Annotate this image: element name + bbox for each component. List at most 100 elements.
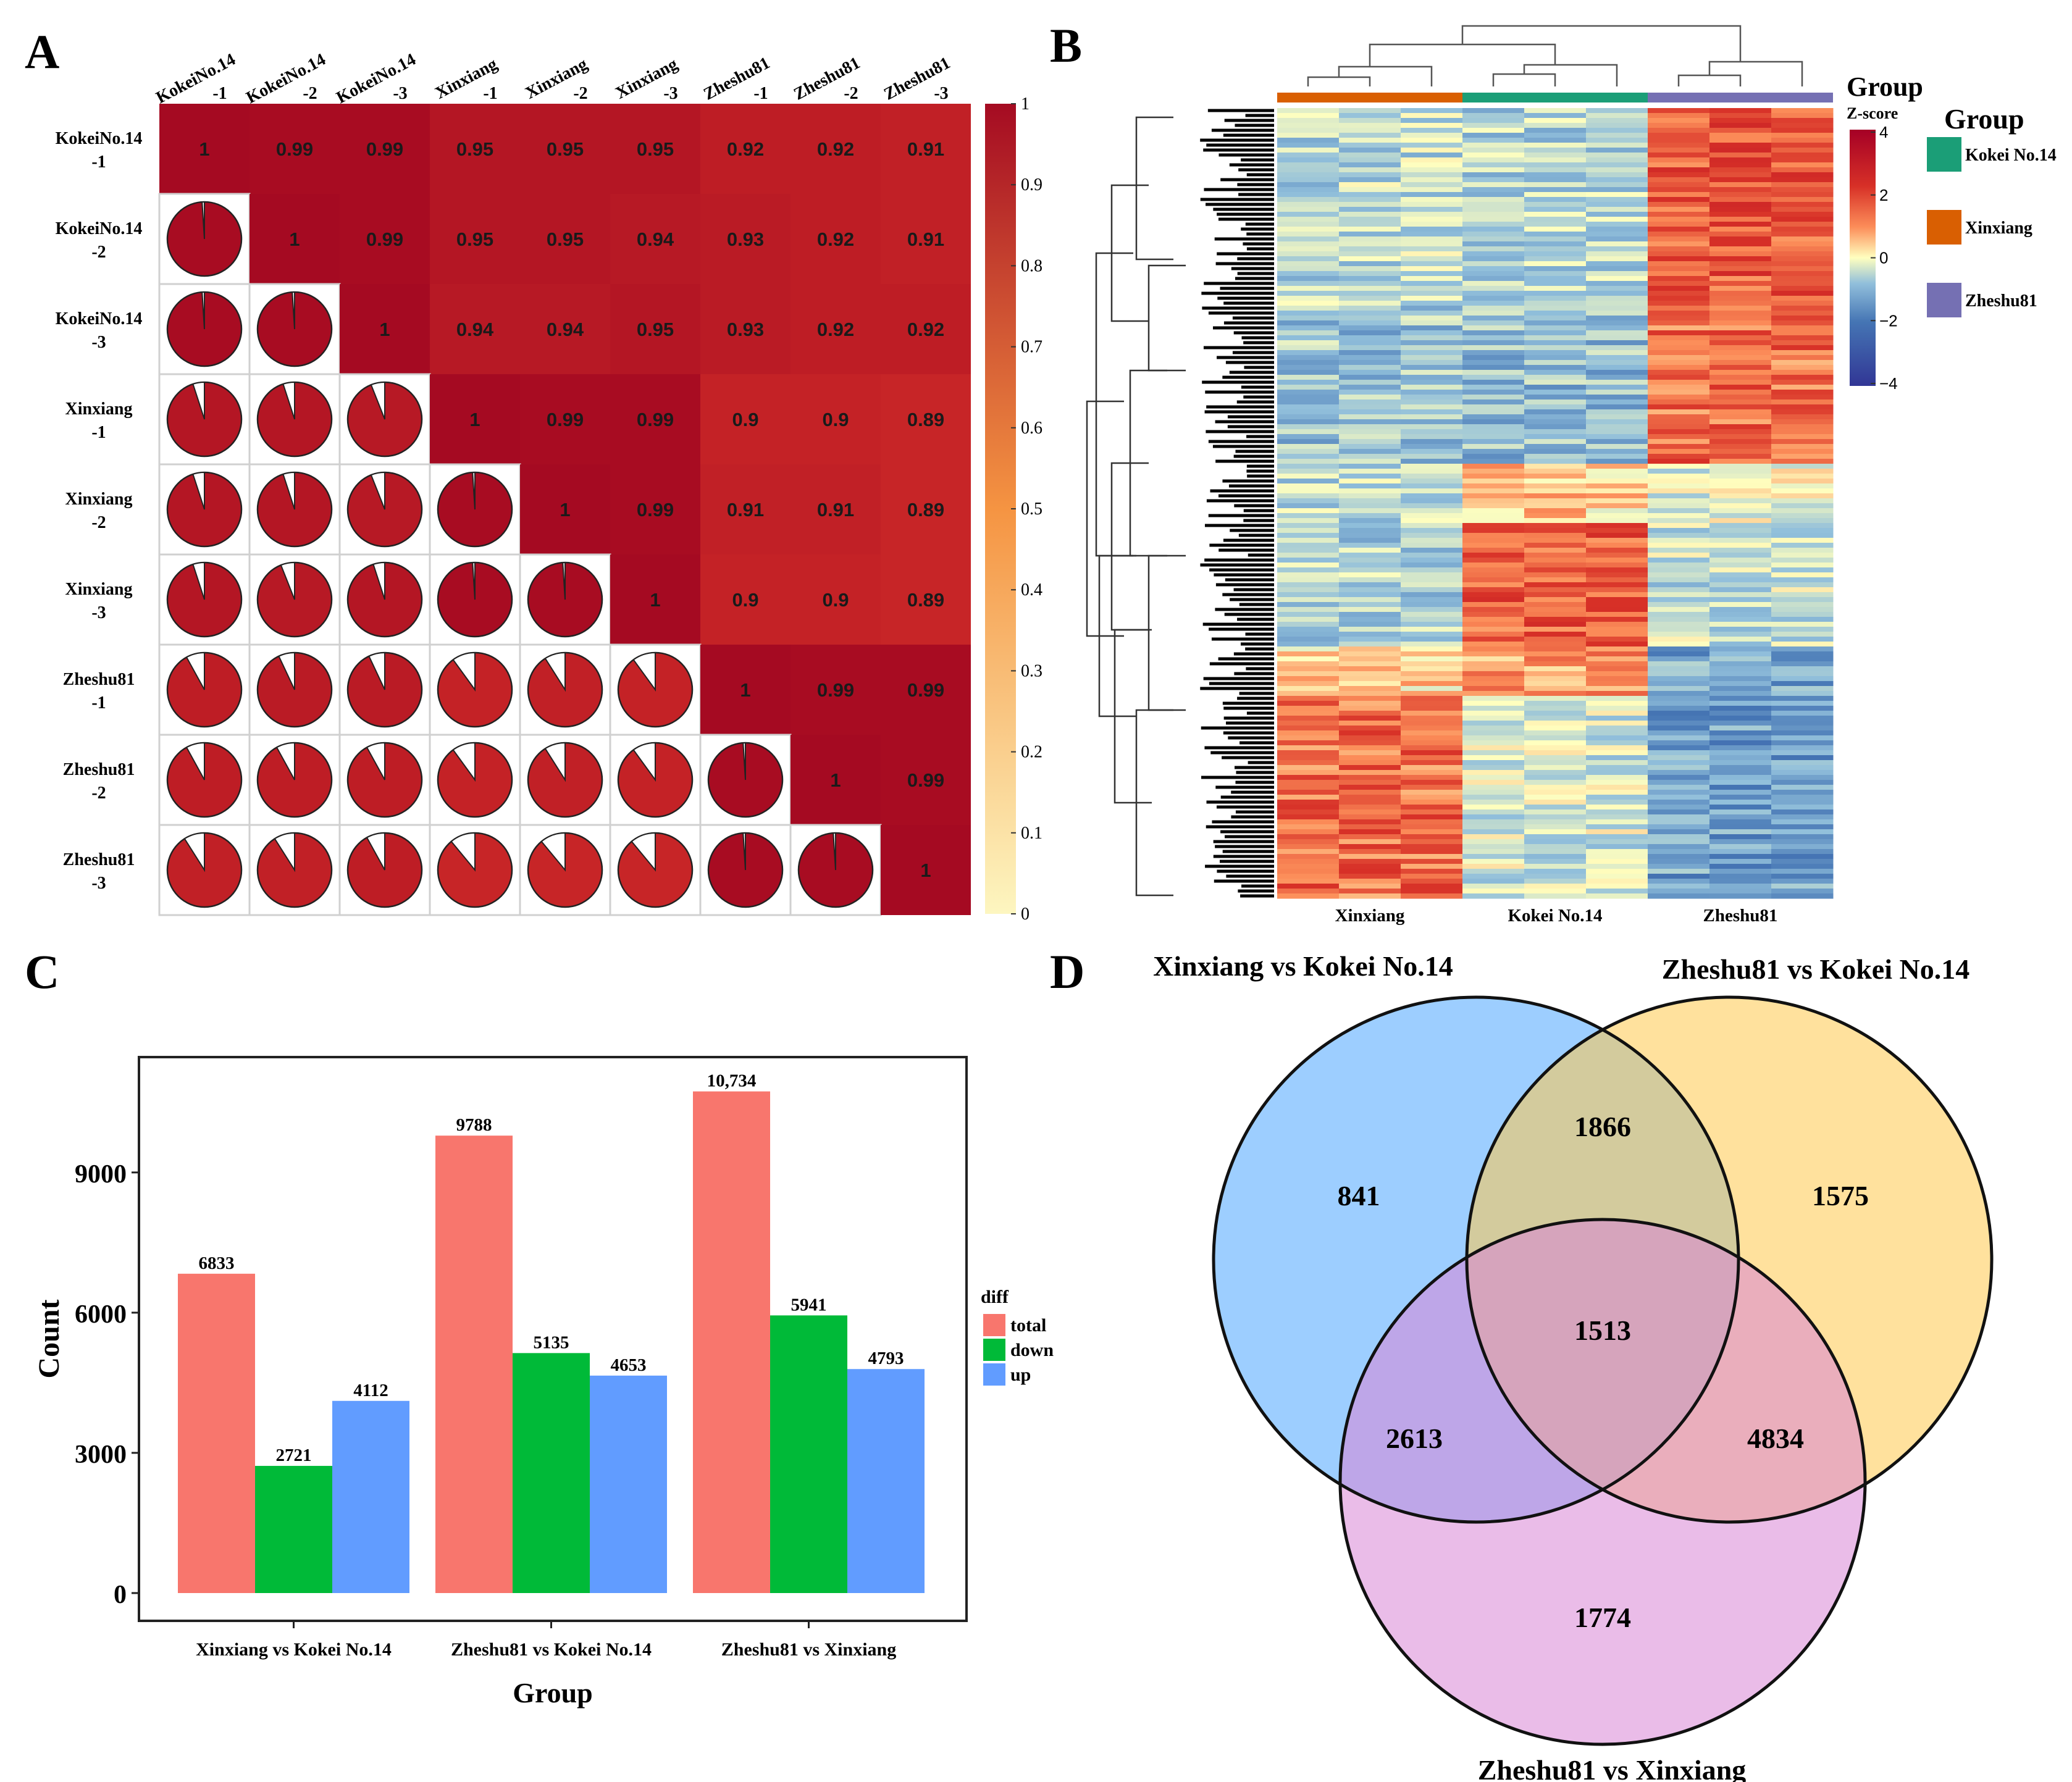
heatmap-cell	[1771, 474, 1834, 479]
heatmap-cell	[1771, 666, 1834, 672]
heatmap-cell	[1277, 706, 1340, 711]
heatmap-cell	[1339, 760, 1401, 766]
heatmap-cell	[1586, 775, 1648, 780]
heatmap-cell	[1524, 503, 1587, 509]
heatmap-cell	[1462, 380, 1525, 385]
heatmap-cell	[1648, 612, 1710, 617]
column-dendrogram-branch	[1523, 64, 1618, 86]
heatmap-cell	[1401, 706, 1463, 711]
heatmap-cell	[1586, 261, 1648, 267]
heatmap-cell	[1648, 587, 1710, 593]
heatmap-cell	[1709, 696, 1772, 701]
corr-value-label: 0.94	[637, 228, 674, 250]
heatmap-cell	[1401, 879, 1463, 884]
corr-value-label: 0.99	[817, 679, 854, 701]
bar-value-label: 4793	[868, 1349, 904, 1368]
heatmap-cell	[1771, 429, 1834, 435]
heatmap-cell	[1586, 251, 1648, 257]
corr-pie-gap	[185, 742, 205, 780]
heatmap-cell	[1648, 335, 1710, 341]
heatmap-cell	[1339, 464, 1401, 469]
heatmap-cell	[1709, 350, 1772, 356]
heatmap-cell	[1524, 755, 1587, 761]
heatmap-cell	[1462, 671, 1525, 677]
heatmap-cell	[1277, 474, 1340, 479]
corr-pie-gap	[370, 381, 385, 420]
heatmap-cell	[1771, 750, 1834, 756]
heatmap-cell	[1462, 528, 1525, 533]
heatmap-cell	[1771, 735, 1834, 741]
heatmap-cell	[1401, 424, 1463, 430]
heatmap-cell	[1277, 222, 1340, 227]
heatmap-cell	[1586, 829, 1648, 835]
heatmap-cell	[1277, 286, 1340, 291]
heatmap-cell	[1339, 241, 1401, 247]
heatmap-cell	[1709, 330, 1772, 336]
heatmap-cell	[1401, 548, 1463, 553]
venn-set-outline	[1465, 995, 1994, 1524]
heatmap-cell	[1771, 597, 1834, 603]
heatmap-cell	[1771, 483, 1834, 489]
heatmap-cell	[1462, 365, 1525, 370]
heatmap-cell	[1648, 246, 1710, 252]
heatmap-cell	[1709, 167, 1772, 173]
heatmap-cell	[1524, 404, 1587, 410]
heatmap-cell	[1277, 696, 1340, 701]
heatmap-cell	[1586, 256, 1648, 262]
heatmap-cell	[1277, 651, 1340, 657]
heatmap-cell	[1339, 864, 1401, 869]
heatmap-cell	[1339, 528, 1401, 533]
heatmap-cell	[1462, 187, 1525, 193]
heatmap-cell	[1771, 350, 1834, 356]
heatmap-cell	[1339, 567, 1401, 573]
heatmap-cell	[1586, 345, 1648, 351]
heatmap-cell	[1277, 479, 1340, 484]
corr-row-label-top: Xinxiang	[65, 490, 133, 509]
bar-down	[513, 1353, 590, 1593]
heatmap-cell	[1524, 676, 1587, 682]
heatmap-cell	[1401, 291, 1463, 296]
heatmap-cell	[1771, 829, 1834, 835]
heatmap-cell	[1277, 143, 1340, 148]
heatmap-cell	[1524, 637, 1587, 642]
heatmap-cell	[1277, 785, 1340, 790]
heatmap-cell	[1524, 222, 1587, 227]
heatmap-cell	[1524, 646, 1587, 652]
heatmap-cell	[1771, 671, 1834, 677]
heatmap-cell	[1709, 148, 1772, 153]
heatmap-cell	[1771, 390, 1834, 395]
heatmap-cell	[1648, 770, 1710, 776]
heatmap-cell	[1648, 809, 1710, 815]
heatmap-cell	[1524, 577, 1587, 583]
heatmap-cell	[1586, 809, 1648, 815]
corr-cell	[791, 194, 881, 284]
heatmap-cell	[1648, 227, 1710, 232]
corr-value-label: 0.92	[817, 319, 854, 340]
corr-value-label: 1	[199, 138, 209, 160]
corr-col-label-bottom: -1	[483, 84, 497, 103]
heatmap-cell	[1339, 266, 1401, 272]
heatmap-cell	[1277, 172, 1340, 178]
heatmap-cell	[1462, 686, 1525, 692]
heatmap-cell	[1586, 805, 1648, 810]
heatmap-cell	[1586, 686, 1648, 692]
heatmap-cell	[1771, 770, 1834, 776]
heatmap-cell	[1709, 770, 1772, 776]
heatmap-cell	[1648, 839, 1710, 845]
heatmap-cell	[1462, 617, 1525, 622]
corr-row-label-top: Zheshu81	[63, 850, 135, 869]
heatmap-cell	[1771, 340, 1834, 346]
heatmap-cell	[1339, 291, 1401, 296]
heatmap-cell	[1524, 474, 1587, 479]
heatmap-cell	[1401, 474, 1463, 479]
heatmap-cell	[1524, 424, 1587, 430]
heatmap-cell	[1648, 256, 1710, 262]
heatmap-cell	[1586, 706, 1648, 711]
heatmap-cell	[1771, 528, 1834, 533]
heatmap-cell	[1462, 711, 1525, 716]
heatmap-cell	[1771, 844, 1834, 850]
heatmap-cell	[1648, 118, 1710, 123]
heatmap-cell	[1339, 716, 1401, 721]
corr-pie-gap	[742, 832, 746, 871]
heatmap-cell	[1524, 148, 1587, 153]
